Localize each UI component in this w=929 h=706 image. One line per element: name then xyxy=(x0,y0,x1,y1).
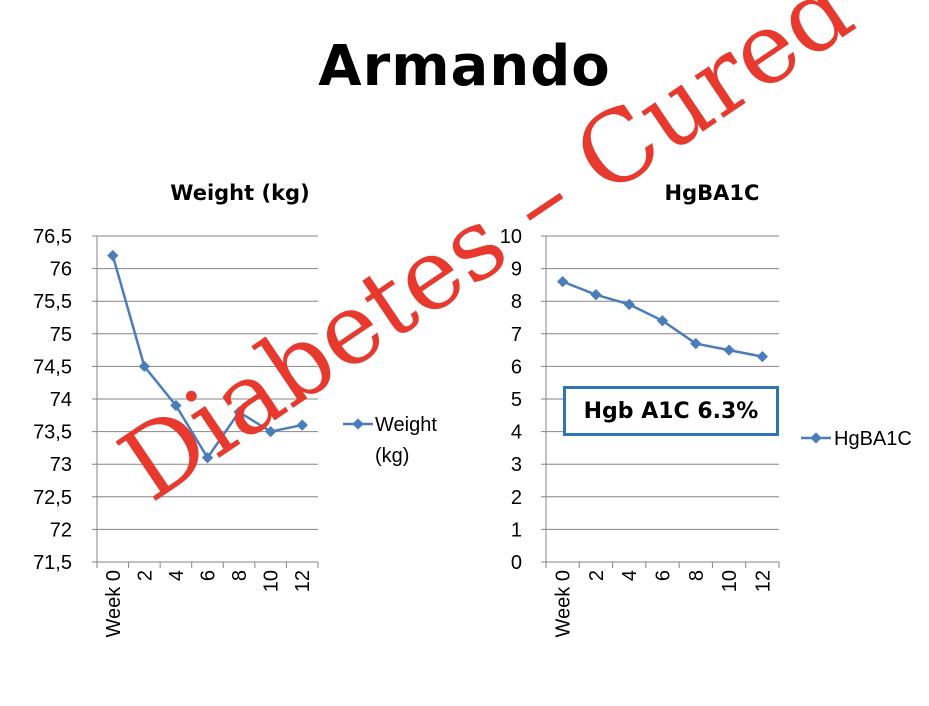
hgba1c-x-tick-label: 6 xyxy=(653,570,675,581)
hgba1c-y-tick-label: 5 xyxy=(511,389,522,411)
weight-data-point xyxy=(296,419,308,431)
hgba1c-data-point xyxy=(756,350,769,363)
weight-y-tick-label: 76,5 xyxy=(33,226,72,248)
weight-x-tick-label: 8 xyxy=(229,570,251,581)
hgba1c-legend-label: HgBA1C xyxy=(834,428,912,450)
weight-data-point xyxy=(233,406,245,418)
weight-data-point xyxy=(138,360,151,373)
hgba1c-y-tick-label: 0 xyxy=(511,552,522,574)
weight-x-tick-label: Week 0 xyxy=(103,570,125,637)
weight-data-point xyxy=(170,399,182,412)
weight-legend-marker xyxy=(352,418,364,430)
hgba1c-data-point xyxy=(723,344,735,356)
hgba1c-y-tick-label: 7 xyxy=(511,324,522,346)
weight-data-point xyxy=(201,452,214,464)
callout-label: Hgb A1C 6.3% xyxy=(583,398,759,424)
hgba1c-x-tick-label: Week 0 xyxy=(553,570,575,637)
weight-y-tick-label: 73 xyxy=(50,454,72,476)
hgba1c-y-tick-label: 2 xyxy=(511,487,522,509)
hgba1c-chart-title: HgBA1C xyxy=(665,181,760,205)
hgba1c-data-point xyxy=(656,315,669,327)
hgba1c-x-tick-label: 8 xyxy=(686,570,708,581)
weight-y-tick-label: 76 xyxy=(50,259,72,281)
hgba1c-y-tick-label: 10 xyxy=(500,226,522,248)
weight-x-tick-label: 2 xyxy=(134,570,156,581)
hgba1c-x-tick-label: 2 xyxy=(586,570,608,581)
weight-y-tick-label: 75,5 xyxy=(33,291,72,313)
hgba1c-y-tick-label: 8 xyxy=(511,291,522,313)
hgb-a1c-callout: Hgb A1C 6.3% xyxy=(563,386,779,436)
weight-x-tick-label: 10 xyxy=(261,570,283,592)
weight-x-tick-label: 12 xyxy=(292,570,314,592)
weight-y-tick-label: 72,5 xyxy=(33,487,72,509)
hgba1c-data-point xyxy=(623,298,635,311)
hgba1c-x-tick-label: 4 xyxy=(619,570,641,581)
hgba1c-x-tick-label: 12 xyxy=(752,570,774,592)
hgba1c-y-tick-label: 3 xyxy=(511,454,522,476)
hgba1c-data-point xyxy=(556,275,569,288)
hgba1c-y-tick-label: 9 xyxy=(511,259,522,281)
hgba1c-y-tick-label: 6 xyxy=(511,356,522,378)
hgba1c-data-point xyxy=(590,289,602,301)
weight-y-tick-label: 74 xyxy=(50,389,72,411)
hgba1c-x-tick-label: 10 xyxy=(719,570,741,592)
hgba1c-y-tick-label: 4 xyxy=(511,422,522,444)
weight-x-tick-label: 4 xyxy=(166,570,188,581)
slide-title: Armando xyxy=(318,34,611,99)
weight-y-tick-label: 72 xyxy=(50,519,72,541)
weight-x-tick-label: 6 xyxy=(198,570,220,581)
hgba1c-y-tick-label: 1 xyxy=(511,519,522,541)
weight-data-point xyxy=(264,425,277,438)
weight-y-tick-label: 73,5 xyxy=(33,422,72,444)
weight-y-tick-label: 75 xyxy=(50,324,72,346)
hgba1c-legend-marker xyxy=(810,432,822,444)
weight-y-tick-label: 74,5 xyxy=(33,356,72,378)
weight-chart-title: Weight (kg) xyxy=(170,181,309,205)
weight-legend-label: Weight (kg) xyxy=(375,414,437,467)
weight-y-tick-label: 71,5 xyxy=(33,552,72,574)
hgba1c-data-point xyxy=(690,337,702,350)
